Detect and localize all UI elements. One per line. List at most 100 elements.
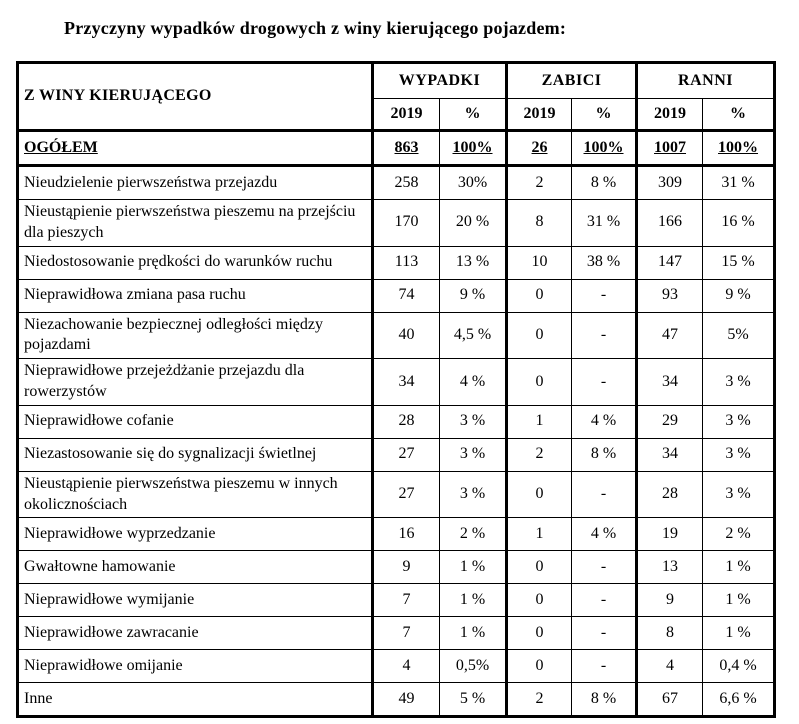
value-cell: 3 %: [702, 437, 776, 472]
group-header: ZABICI: [505, 62, 638, 99]
total-row-label: OGÓŁEM: [17, 129, 373, 167]
table-row: Nieudzielenie pierwszeństwa przejazdu 258…: [17, 165, 776, 200]
total-value-cell: 100%: [702, 129, 776, 167]
table-row: Nieprawidłowa zmiana pasa ruchu 74 9 % 0-93…: [17, 278, 776, 313]
value-cell: 258: [371, 165, 440, 200]
table-row: Nieprawidłowe zawracanie 7 1 % 0-8 1 %: [17, 616, 776, 651]
value-cell: 4 %: [438, 358, 508, 406]
value-cell: 29: [635, 404, 704, 439]
sub-header: %: [702, 98, 776, 131]
value-cell: 1 %: [438, 583, 508, 618]
accidents-table: Z WINY KIERUJĄCEGO WYPADKI ZABICI RANNI 20…: [16, 61, 777, 719]
total-value-cell: 26: [505, 129, 573, 167]
value-cell: 49: [371, 682, 440, 718]
value-cell: -: [571, 550, 638, 585]
value-cell: 3 %: [438, 437, 508, 472]
row-label-cell: Nieprawidłowe wymijanie: [17, 583, 373, 618]
value-cell: 1 %: [702, 550, 776, 585]
value-cell: 7: [371, 583, 440, 618]
value-cell: 8 %: [571, 437, 638, 472]
table-row: Niezachowanie bezpiecznej odległości mię…: [17, 311, 776, 360]
value-cell: 170: [371, 199, 440, 247]
value-cell: 309: [635, 165, 704, 200]
value-cell: 15 %: [702, 245, 776, 280]
table-row: Niezastosowanie się do sygnalizacji świe…: [17, 437, 776, 472]
value-cell: 9 %: [702, 278, 776, 313]
value-cell: 34: [635, 358, 704, 406]
value-cell: 2: [505, 437, 573, 472]
value-cell: 147: [635, 245, 704, 280]
sub-header-row: 2019% 2019% 2019%: [18, 98, 776, 131]
value-cell: 9 %: [438, 278, 508, 313]
value-cell: 74: [371, 278, 440, 313]
row-label-cell: Nieprawidłowe zawracanie: [17, 616, 373, 651]
value-cell: 16 %: [702, 199, 776, 247]
value-cell: 1: [505, 517, 573, 552]
table-row: Nieprawidłowe omijanie 4 0,5% 0-4 0,4 %: [17, 649, 776, 684]
row-label-cell: Nieprawidłowa zmiana pasa ruchu: [17, 278, 373, 313]
table-row: Nieprawidłowe wyprzedzanie 16 2 % 1 4 % 19 2 %: [17, 517, 776, 552]
value-cell: 0: [505, 358, 573, 406]
value-cell: 0: [505, 550, 573, 585]
value-cell: -: [571, 649, 638, 684]
value-cell: 9: [371, 550, 440, 585]
value-cell: 3 %: [438, 404, 508, 439]
value-cell: -: [571, 616, 638, 651]
table-row: Nieprawidłowe wymijanie 7 1 % 0-9 1 %: [17, 583, 776, 618]
value-cell: 27: [371, 437, 440, 472]
value-cell: 4: [371, 649, 440, 684]
value-cell: 19: [635, 517, 704, 552]
row-label-cell: Niezastosowanie się do sygnalizacji świe…: [17, 437, 373, 472]
row-label-cell: Gwałtowne hamowanie: [17, 550, 373, 585]
value-cell: 166: [635, 199, 704, 247]
value-cell: 93: [635, 278, 704, 313]
value-cell: 2 %: [702, 517, 776, 552]
row-label-cell: Nieustąpienie pierwszeństwa pieszemu w i…: [17, 470, 373, 519]
sub-header: 2019: [505, 98, 573, 131]
value-cell: 34: [371, 358, 440, 406]
value-cell: 8 %: [571, 165, 638, 200]
row-label-cell: Nieprawidłowe omijanie: [17, 649, 373, 684]
table-row: Nieustąpienie pierwszeństwa pieszemu na …: [17, 199, 776, 247]
row-label-cell: Niedostosowanie prędkości do warunków ru…: [17, 245, 373, 280]
row-label-cell: Nieprawidłowe wyprzedzanie: [17, 517, 373, 552]
value-cell: 1 %: [438, 550, 508, 585]
value-cell: 13: [635, 550, 704, 585]
value-cell: 31 %: [571, 199, 638, 247]
table-row: Nieprawidłowe przejeżdżanie przejazdu dl…: [17, 358, 776, 406]
total-value-cell: 100%: [571, 129, 638, 167]
value-cell: -: [571, 311, 638, 360]
value-cell: 2: [505, 165, 573, 200]
value-cell: 38 %: [571, 245, 638, 280]
table-header: Z WINY KIERUJĄCEGO WYPADKI ZABICI RANNI 20…: [17, 62, 776, 131]
value-cell: 0: [505, 649, 573, 684]
table-row: Nieprawidłowe cofanie 28 3 % 1 4 % 29 3 %: [17, 404, 776, 439]
value-cell: 4: [635, 649, 704, 684]
value-cell: 113: [371, 245, 440, 280]
value-cell: 0: [505, 311, 573, 360]
row-label-cell: Nieprawidłowe przejeżdżanie przejazdu dl…: [17, 358, 373, 406]
group-header: RANNI: [635, 62, 776, 99]
total-value-cell: 863: [371, 129, 440, 167]
value-cell: 8: [635, 616, 704, 651]
table-row: Niedostosowanie prędkości do warunków ru…: [17, 245, 776, 280]
total-row: OGÓŁEM 863 100% 26 100% 1007 100%: [17, 129, 776, 167]
value-cell: 3 %: [702, 358, 776, 406]
row-label-cell: Inne: [17, 682, 373, 718]
corner-header: Z WINY KIERUJĄCEGO: [17, 62, 373, 131]
value-cell: 31 %: [702, 165, 776, 200]
value-cell: 7: [371, 616, 440, 651]
row-label-cell: Nieustąpienie pierwszeństwa pieszemu na …: [17, 199, 373, 247]
value-cell: -: [571, 583, 638, 618]
group-header: WYPADKI: [370, 62, 508, 99]
value-cell: 4 %: [571, 404, 638, 439]
sub-header: 2019: [371, 98, 440, 131]
value-cell: 13 %: [438, 245, 508, 280]
value-cell: 0,4 %: [702, 649, 776, 684]
value-cell: 2 %: [438, 517, 508, 552]
sub-header: %: [438, 98, 508, 131]
value-cell: 4 %: [571, 517, 638, 552]
total-value-cell: 1007: [635, 129, 704, 167]
value-cell: 6,6 %: [702, 682, 776, 718]
value-cell: 1 %: [702, 616, 776, 651]
